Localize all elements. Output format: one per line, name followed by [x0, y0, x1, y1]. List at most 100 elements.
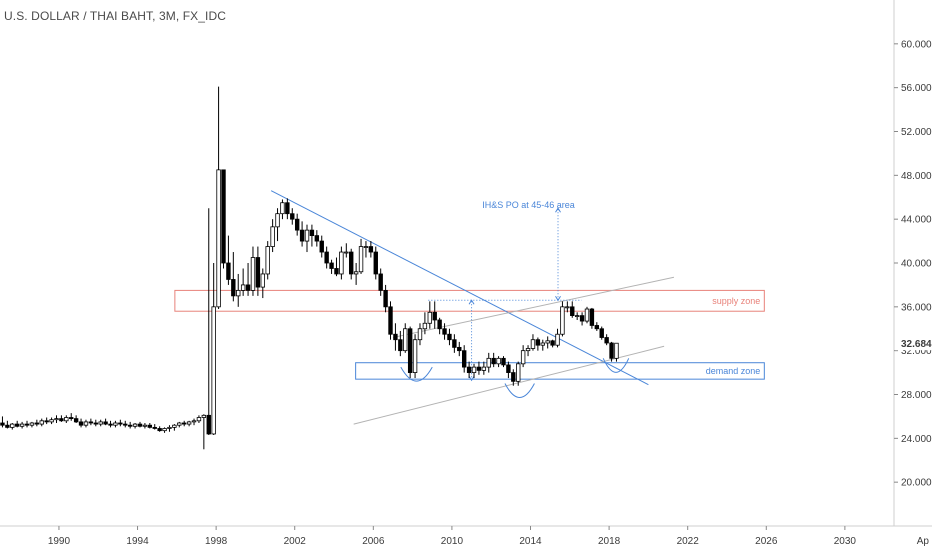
- candle-down: [108, 423, 113, 426]
- candle-down: [594, 325, 600, 330]
- candle-up: [540, 342, 545, 346]
- candle-up: [412, 339, 418, 373]
- candle-down: [14, 423, 20, 427]
- candle-up: [280, 202, 285, 215]
- candle-down: [182, 422, 187, 425]
- candle-up: [555, 333, 560, 346]
- y-tick-label: 28.000: [901, 390, 932, 401]
- candle-up: [29, 422, 35, 426]
- candle-up: [142, 424, 148, 427]
- arcs-layer: [400, 358, 630, 399]
- candle-up: [216, 169, 221, 308]
- candle-up: [530, 339, 536, 349]
- candle-down: [329, 262, 334, 269]
- candle-down: [78, 421, 84, 426]
- candle-up: [486, 357, 491, 368]
- candle-up: [275, 213, 280, 228]
- candle-down: [319, 240, 324, 253]
- candle-down: [461, 350, 467, 368]
- candle-up: [39, 420, 44, 425]
- candle-down: [501, 357, 506, 366]
- candle-up: [64, 417, 69, 422]
- candle-down: [466, 366, 472, 373]
- candle-down: [334, 268, 339, 275]
- candle-down: [206, 414, 211, 435]
- candle-down: [103, 421, 108, 425]
- zone-demand-zone: [355, 362, 765, 380]
- candle-down: [221, 169, 226, 264]
- y-tick-label: 24.000: [901, 434, 932, 445]
- candle-down: [137, 423, 143, 427]
- candle-up: [98, 421, 103, 425]
- trendlines-layer: [270, 190, 675, 425]
- y-tick-label: 48.000: [901, 171, 932, 182]
- candle-down: [550, 340, 555, 346]
- candle-down: [579, 315, 585, 322]
- zone-label: demand zone: [706, 366, 761, 376]
- candle-down: [398, 339, 403, 352]
- x-tick-label: 1994: [126, 536, 149, 547]
- measure-arrow: [555, 207, 561, 213]
- candle-down: [589, 308, 595, 326]
- y-tick-label: 20.000: [901, 478, 932, 489]
- y-tick-label: 32.000: [901, 346, 932, 357]
- arc-marker: [400, 366, 433, 382]
- candle-down: [285, 202, 290, 215]
- candle-up: [191, 420, 197, 423]
- candle-down: [349, 251, 354, 275]
- candle-down: [476, 366, 482, 371]
- measure-arrow: [468, 299, 475, 305]
- candle-up: [304, 229, 310, 242]
- candle-up: [339, 251, 344, 275]
- candle-up: [10, 423, 15, 428]
- candle-down: [34, 422, 40, 425]
- candle-down: [44, 420, 49, 423]
- candle-down: [373, 251, 378, 275]
- candle-down: [393, 333, 398, 341]
- candle-up: [358, 246, 364, 273]
- candle-down: [69, 417, 74, 420]
- candle-down: [457, 346, 462, 352]
- candle-up: [427, 311, 433, 324]
- candle-up: [186, 421, 192, 425]
- candle-down: [245, 284, 251, 291]
- candle-down: [383, 289, 388, 308]
- zones-layer: supply zone demand zone: [174, 289, 765, 380]
- candle-up: [260, 273, 265, 288]
- candle-up: [403, 328, 408, 352]
- candle-up: [525, 348, 531, 352]
- candle-up: [417, 328, 423, 341]
- candle-up: [574, 315, 580, 318]
- candle-down: [388, 306, 393, 335]
- candle-up: [481, 366, 487, 371]
- candle-up: [236, 289, 241, 297]
- candle-up: [196, 417, 202, 422]
- candle-up: [167, 426, 172, 429]
- candle-down: [24, 423, 30, 426]
- candle-up: [560, 306, 565, 335]
- candle-up: [265, 246, 270, 275]
- candle-down: [506, 364, 511, 373]
- candle-up: [172, 424, 177, 428]
- x-tick-label: 2006: [362, 536, 385, 547]
- candle-up: [162, 428, 167, 432]
- candle-down: [609, 342, 614, 359]
- candle-up: [19, 423, 25, 427]
- candle-down: [127, 424, 133, 427]
- candle-up: [545, 340, 550, 344]
- candle-up: [496, 357, 501, 365]
- candle-down: [378, 273, 383, 291]
- candle-down: [437, 319, 442, 330]
- candle-down: [59, 418, 64, 422]
- candle-up: [471, 366, 477, 373]
- candle-down: [491, 357, 496, 365]
- x-tick-label: 1990: [48, 536, 71, 547]
- x-tick-label: 2014: [519, 536, 542, 547]
- candle-down: [452, 339, 457, 348]
- candle-up: [614, 342, 619, 359]
- arc-marker: [504, 383, 535, 399]
- candle-down: [231, 279, 236, 297]
- candle-down: [599, 328, 604, 338]
- trendline: [270, 190, 649, 386]
